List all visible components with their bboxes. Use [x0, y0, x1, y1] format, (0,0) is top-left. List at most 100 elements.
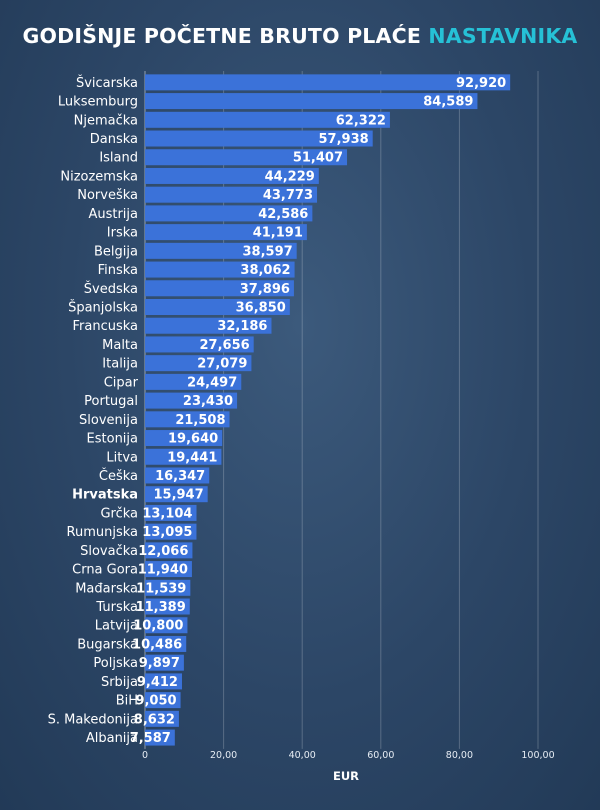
value-label: 11,389: [136, 600, 186, 615]
bar: [145, 486, 208, 503]
category-label: Belgija: [94, 244, 138, 259]
x-tick-label: 60,00: [367, 750, 394, 761]
value-label: 84,589: [423, 95, 473, 110]
value-label: 13,104: [142, 506, 192, 521]
bar: [145, 205, 313, 222]
value-label: 36,850: [236, 301, 286, 316]
category-label: Island: [99, 151, 138, 166]
value-label: 19,640: [168, 432, 218, 447]
bar: [145, 523, 197, 540]
category-label-highlight: Hrvatska: [72, 488, 138, 503]
category-label: Litva: [106, 450, 138, 465]
bar: [145, 280, 294, 297]
bar: [145, 411, 230, 428]
bar: [145, 167, 319, 184]
bar: [145, 261, 295, 278]
value-label: 9,050: [135, 694, 176, 709]
value-label: 16,347: [155, 469, 205, 484]
value-label: 10,800: [133, 619, 183, 634]
value-label: 23,430: [183, 394, 233, 409]
category-label: Grčka: [100, 506, 138, 521]
category-label: Italija: [102, 357, 138, 372]
bar: [145, 186, 318, 203]
chart-title: GODIŠNJE POČETNE BRUTO PLAĆE NASTAVNIKA: [0, 24, 600, 48]
bar: [145, 617, 188, 634]
category-label: Turska: [95, 600, 138, 615]
value-label: 51,407: [293, 151, 343, 166]
value-label: 8,632: [134, 712, 175, 727]
bar: [145, 317, 272, 334]
category-label: Nizozemska: [60, 169, 138, 184]
bar: [145, 430, 223, 447]
bar: [145, 336, 254, 353]
category-label: Malta: [102, 338, 138, 353]
value-label: 37,896: [240, 282, 290, 297]
bar: [145, 729, 175, 746]
value-label: 44,229: [265, 169, 315, 184]
value-label: 10,486: [132, 637, 182, 652]
bar: [145, 355, 252, 372]
x-tick-label: 80,00: [446, 750, 473, 761]
value-label: 42,586: [258, 207, 308, 222]
category-label: Estonija: [87, 432, 138, 447]
category-label: Bugarska: [77, 637, 138, 652]
category-label: Luksemburg: [58, 95, 138, 110]
category-label: BiH: [116, 694, 138, 709]
category-label: Danska: [90, 132, 138, 147]
value-label: 32,186: [217, 319, 267, 334]
category-label: Slovenija: [79, 413, 138, 428]
bar: [145, 579, 191, 596]
category-label: Njemačka: [74, 113, 138, 128]
bar: [145, 130, 373, 147]
bar: [145, 504, 197, 521]
category-label: Latvija: [95, 619, 138, 634]
category-label: Austrija: [88, 207, 138, 222]
bar: [145, 467, 210, 484]
category-label: Cipar: [104, 375, 139, 390]
bar: [145, 242, 297, 259]
bar: [145, 542, 193, 559]
value-label: 38,062: [240, 263, 290, 278]
value-label: 9,412: [137, 675, 178, 690]
bar: [145, 598, 190, 615]
x-tick-label: 100,00: [521, 750, 554, 761]
bar: [145, 654, 184, 671]
bar: [145, 373, 242, 390]
value-label: 19,441: [167, 450, 217, 465]
category-label: Španjolska: [68, 300, 138, 316]
category-label: Švedska: [84, 281, 138, 297]
value-label: 13,095: [142, 525, 192, 540]
value-label: 92,920: [456, 76, 506, 91]
value-label: 27,656: [200, 338, 250, 353]
value-label: 11,940: [138, 563, 188, 578]
category-label: Slovačka: [80, 544, 138, 559]
bar: [145, 93, 478, 110]
category-label: Albanija: [86, 731, 138, 746]
x-tick-label: 0: [142, 750, 148, 761]
bar: [145, 635, 187, 652]
bar: [145, 448, 222, 465]
bar: [145, 74, 511, 91]
category-label: Češka: [99, 468, 138, 484]
x-axis-label: EUR: [333, 769, 359, 783]
value-label: 15,947: [153, 488, 203, 503]
x-tick-label: 20,00: [210, 750, 237, 761]
value-label: 41,191: [253, 226, 303, 241]
category-label: Norveška: [77, 188, 138, 203]
value-label: 7,587: [130, 731, 171, 746]
category-label: Rumunjska: [67, 525, 138, 540]
category-label: Francuska: [72, 319, 138, 334]
x-tick-label: 40,00: [289, 750, 316, 761]
value-label: 62,322: [336, 113, 386, 128]
bar: [145, 710, 179, 727]
bar: [145, 392, 238, 409]
category-label: S. Makedonija: [48, 712, 138, 727]
bar: [145, 224, 307, 241]
value-label: 57,938: [319, 132, 369, 147]
value-label: 43,773: [263, 188, 313, 203]
value-label: 21,508: [175, 413, 225, 428]
value-label: 38,597: [243, 244, 293, 259]
category-label: Irska: [107, 226, 138, 241]
category-label: Crna Gora: [72, 563, 138, 578]
